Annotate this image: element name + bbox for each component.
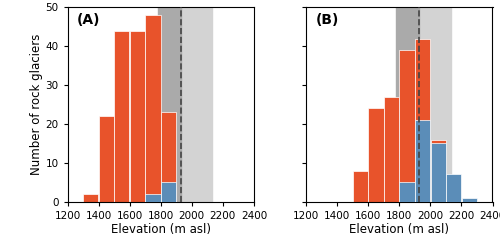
Bar [161, 182, 176, 202]
Bar [396, 7, 419, 202]
Bar [146, 194, 160, 202]
Bar [446, 175, 462, 202]
Bar [353, 171, 368, 202]
Bar [114, 31, 130, 202]
Bar [130, 31, 145, 202]
X-axis label: Elevation (m asl): Elevation (m asl) [350, 224, 450, 237]
Bar [400, 50, 414, 202]
X-axis label: Elevation (m asl): Elevation (m asl) [110, 224, 210, 237]
Bar [462, 198, 477, 202]
Bar [430, 139, 446, 202]
Bar [146, 15, 160, 202]
Bar [83, 194, 98, 202]
Bar [161, 112, 176, 202]
Bar [181, 7, 212, 202]
Bar [415, 39, 430, 202]
Bar [384, 97, 399, 202]
Y-axis label: Number of rock glaciers: Number of rock glaciers [30, 34, 43, 175]
Bar [98, 116, 114, 202]
Bar [420, 7, 450, 202]
Text: (A): (A) [77, 13, 100, 27]
Bar [158, 7, 181, 202]
Bar [368, 109, 384, 202]
Bar [400, 182, 414, 202]
Text: (B): (B) [316, 13, 339, 27]
Bar [415, 120, 430, 202]
Bar [430, 143, 446, 202]
